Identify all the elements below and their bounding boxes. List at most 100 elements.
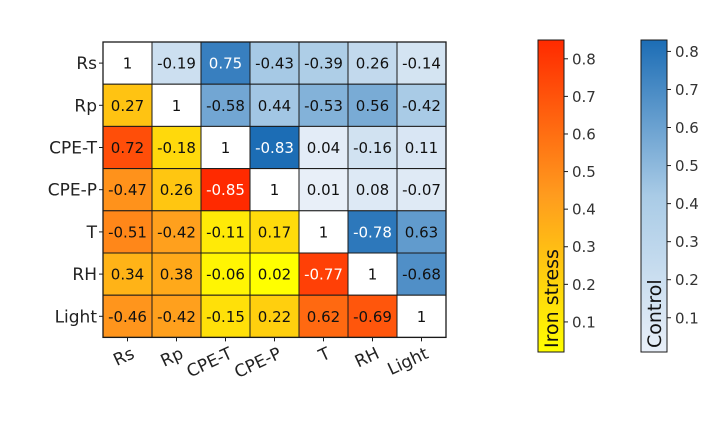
heatmap-cell-value: -0.11 — [206, 223, 245, 241]
heatmap-cell-value: 0.56 — [356, 97, 389, 115]
heatmap-cell — [347, 125, 398, 170]
heatmap-cell-value: -0.83 — [255, 139, 294, 157]
column-label: CPE-P — [232, 344, 285, 383]
control-colorbar-tick-label: 0.7 — [675, 81, 699, 99]
heatmap-cell — [298, 252, 349, 296]
iron-stress-colorbar-tick-label: 0.5 — [572, 163, 596, 181]
row-labels: Rs Rp CPE-T CPE-P T RH Light — [48, 54, 103, 327]
heatmap-cell — [396, 294, 447, 338]
iron-stress-colorbar-tick-label: 0.4 — [572, 201, 596, 219]
colorbars: 0.1 0.2 0.3 0.4 0.5 0.6 0.7 0.8 Iron stress 0.1 0.… — [537, 39, 699, 353]
heatmap-cell-value: 0.75 — [209, 55, 242, 73]
heatmap-cell — [102, 41, 153, 85]
heatmap-cell-value: -0.14 — [402, 55, 441, 73]
heatmap-cell-value: 0.17 — [258, 223, 291, 241]
heatmap-cell-value: 0.26 — [356, 55, 389, 73]
heatmap-cell-value: 0.11 — [405, 139, 438, 157]
heatmap-cell — [347, 168, 398, 212]
control-colorbar-tick-label: 0.2 — [675, 271, 699, 289]
heatmap-cell-value: 0.02 — [258, 266, 291, 284]
heatmap-cell-value: 0.63 — [405, 223, 438, 241]
row-label: CPE-T — [49, 139, 97, 159]
heatmap-cell — [298, 294, 349, 338]
heatmap-cell — [200, 83, 251, 127]
heatmap-cell-value: -0.07 — [402, 181, 441, 199]
control-colorbar — [640, 39, 668, 353]
heatmap-cell — [396, 252, 447, 296]
heatmap-cell-value: 1 — [368, 266, 378, 284]
column-label: Light — [385, 344, 432, 380]
iron-stress-colorbar-tick-label: 0.3 — [572, 238, 596, 256]
heatmap-cell — [347, 41, 398, 85]
heatmap-cell-value: -0.43 — [255, 55, 294, 73]
heatmap-cell — [151, 168, 202, 212]
control-colorbar-tick-label: 0.1 — [675, 309, 699, 327]
heatmap-cell — [347, 294, 398, 338]
heatmap-cell-value: 1 — [319, 223, 329, 241]
control-colorbar-tick-label: 0.8 — [675, 43, 699, 61]
heatmap-cell-value: -0.06 — [206, 266, 245, 284]
heatmap-cell-value: 1 — [270, 181, 280, 199]
heatmap-cell-value: -0.42 — [402, 97, 441, 115]
column-label: RH — [352, 344, 383, 373]
heatmap-cell-value: -0.18 — [157, 139, 196, 157]
control-colorbar-title: Control — [644, 279, 666, 348]
heatmap-cell-value: 0.08 — [356, 181, 389, 199]
heatmap-cell-value: 0.27 — [111, 97, 144, 115]
heatmap-cell-value: -0.77 — [304, 266, 343, 284]
control-colorbar-tick-label: 0.6 — [675, 119, 699, 137]
control-colorbar-tick-label: 0.4 — [675, 195, 699, 213]
row-label: T — [86, 223, 98, 243]
row-label: RH — [72, 265, 97, 285]
heatmap-cell-value: -0.16 — [353, 139, 392, 157]
heatmap-cell-value: -0.46 — [108, 308, 147, 326]
heatmap-cell-value: 1 — [123, 55, 133, 73]
heatmap-cell — [249, 252, 300, 296]
heatmap-cell-value: -0.15 — [206, 308, 245, 326]
heatmap-cell-value: -0.78 — [353, 223, 392, 241]
heatmap-cell-value: 1 — [172, 97, 182, 115]
row-label: Rs — [76, 54, 97, 74]
heatmap-cell — [200, 210, 251, 254]
heatmap-cell-value: 1 — [221, 139, 231, 157]
heatmap-cell — [298, 125, 349, 170]
iron-stress-colorbar-tick-label: 0.7 — [572, 88, 596, 106]
iron-stress-colorbar-tick-label: 0.2 — [572, 276, 596, 294]
heatmap-cell — [396, 125, 447, 170]
heatmap-cell-value: -0.51 — [108, 223, 147, 241]
heatmap-cell-value: 0.44 — [258, 97, 291, 115]
heatmap-cell-value: -0.69 — [353, 308, 392, 326]
heatmap-cell — [102, 168, 153, 212]
iron-stress-colorbar-tick-label: 0.8 — [572, 50, 596, 68]
heatmap-cell-value: -0.85 — [206, 181, 245, 199]
heatmap-cell-value: 0.26 — [160, 181, 193, 199]
heatmap-cell-value: 0.01 — [307, 181, 340, 199]
column-label: Rs — [110, 344, 137, 371]
heatmap-cell — [298, 83, 349, 127]
heatmap-cell-value: 1 — [417, 308, 427, 326]
column-label: T — [315, 344, 334, 367]
heatmap-cell — [249, 294, 300, 338]
heatmap-cell-value: 0.62 — [307, 308, 340, 326]
iron-stress-colorbar-tick-label: 0.6 — [572, 125, 596, 143]
heatmap-cell-value: 0.22 — [258, 308, 291, 326]
heatmap-cell-value: -0.39 — [304, 55, 343, 73]
heatmap-cell — [151, 41, 202, 85]
control-colorbar-tick-label: 0.3 — [675, 233, 699, 251]
heatmap-cell — [249, 125, 300, 170]
heatmap-cell — [396, 83, 447, 127]
heatmap-cells: 1 -0.19 0.75 -0.43 -0.39 0.26 -0.14 0.27 1 -0.58 0… — [102, 41, 447, 339]
row-label: Rp — [74, 96, 97, 116]
control-colorbar-tick-label: 0.5 — [675, 157, 699, 175]
heatmap-cell-value: 0.04 — [307, 139, 340, 157]
heatmap-cell-value: -0.47 — [108, 181, 147, 199]
heatmap-cell — [151, 252, 202, 296]
heatmap-cell — [102, 210, 153, 254]
column-label: Rp — [158, 344, 187, 372]
iron-stress-colorbar-tick-label: 0.1 — [572, 313, 596, 331]
heatmap-cell — [200, 125, 251, 170]
heatmap-cell-value: -0.68 — [402, 266, 441, 284]
heatmap-cell-value: -0.53 — [304, 97, 343, 115]
